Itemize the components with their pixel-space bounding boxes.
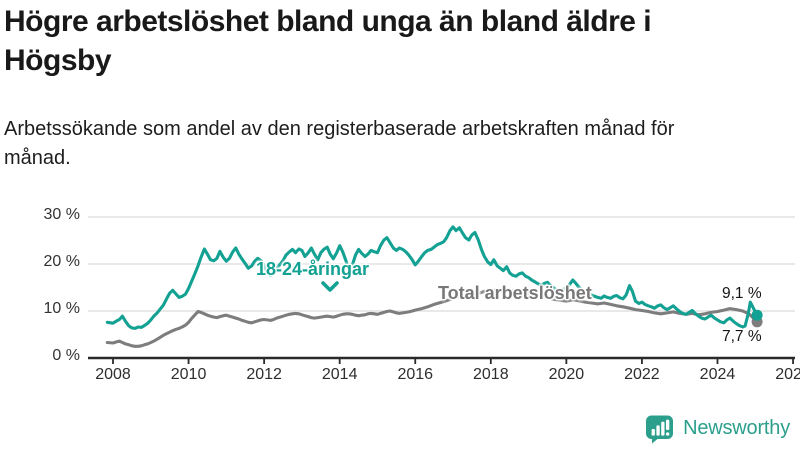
end-value-label-young: 9,1 % — [722, 285, 762, 302]
x-axis-tick-label: 2026 — [775, 366, 800, 383]
y-axis-tick-label: 0 % — [52, 347, 80, 364]
brand-logo: Newsworthy — [644, 413, 790, 444]
y-axis-tick-label: 30 % — [43, 206, 80, 223]
y-axis-tick-label: 20 % — [43, 253, 80, 270]
x-axis-tick-label: 2008 — [95, 366, 131, 383]
down-arrow-icon — [321, 281, 339, 292]
x-axis-tick-label: 2012 — [246, 366, 282, 383]
page-subtitle: Arbetssökande som andel av den registerb… — [4, 118, 675, 169]
page-title: Högre arbetslöshet bland unga än bland ä… — [4, 5, 652, 77]
series-label-total: Total arbetslöshet — [438, 283, 592, 303]
end-value-label-total: 7,7 % — [722, 328, 762, 345]
x-axis-tick-label: 2024 — [699, 366, 736, 383]
x-axis-tick-label: 2020 — [548, 366, 585, 383]
brand-name: Newsworthy — [683, 417, 790, 439]
series-label-18-24: 18-24-åringar — [256, 259, 370, 279]
x-axis-tick-label: 2010 — [170, 366, 207, 383]
x-axis-tick-label: 2022 — [624, 366, 660, 383]
newsworthy-icon — [646, 415, 674, 444]
x-axis-tick-label: 2016 — [397, 366, 434, 383]
y-axis-tick-label: 10 % — [43, 300, 80, 317]
x-axis-tick-label: 2018 — [473, 366, 509, 383]
x-axis-tick-label: 2014 — [321, 366, 358, 383]
